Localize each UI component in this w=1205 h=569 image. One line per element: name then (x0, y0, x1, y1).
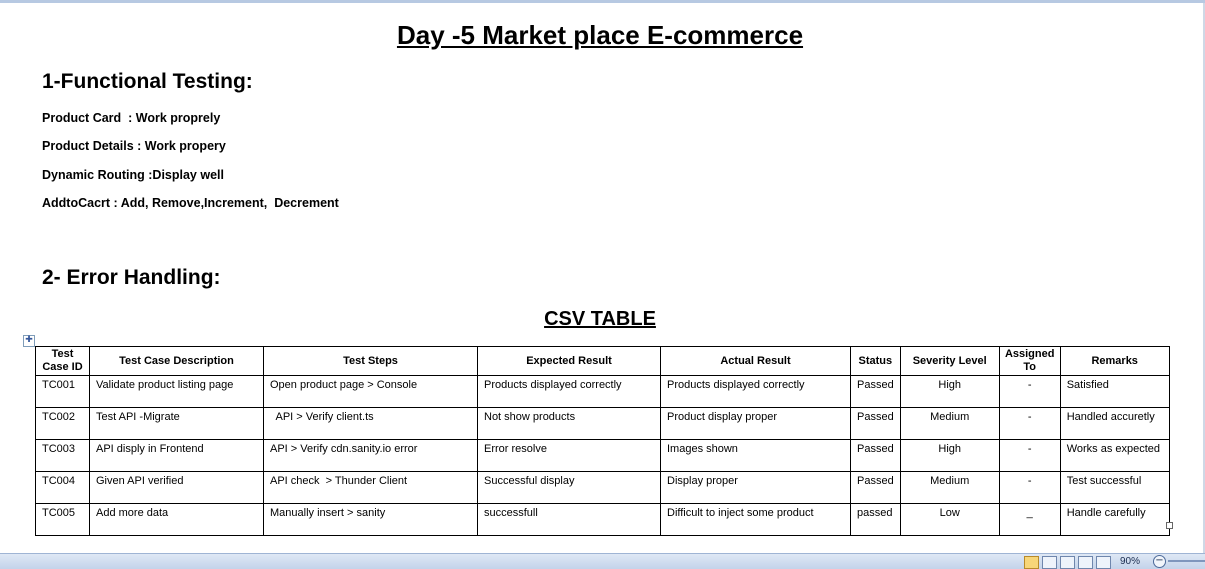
cell-actual-result: Products displayed correctly (660, 375, 851, 408)
cell-description: Validate product listing page (89, 375, 264, 408)
cell-assigned-to: - (998, 471, 1061, 504)
cell-test-case-id: TC002 (35, 407, 90, 440)
cell-test-steps: API check > Thunder Client (263, 471, 478, 504)
cell-expected-result: Not show products (477, 407, 661, 440)
column-header-severity: Severity Level (899, 346, 1000, 376)
table-row: TC004 Given API verified API check > Thu… (35, 471, 1170, 504)
print-layout-view-button[interactable] (1024, 556, 1039, 569)
window-top-border (0, 0, 1205, 3)
table-move-handle-icon[interactable]: ✚ (23, 335, 35, 347)
csv-test-table: Test Case ID Test Case Description Test … (35, 346, 1170, 536)
status-bar (0, 553, 1205, 569)
cell-expected-result: Error resolve (477, 439, 661, 472)
cell-test-steps: Manually insert > sanity (263, 503, 478, 536)
cell-description: API disply in Frontend (89, 439, 264, 472)
cell-description: Test API -Migrate (89, 407, 264, 440)
outline-view-button[interactable] (1078, 556, 1093, 569)
cell-actual-result: Product display proper (660, 407, 851, 440)
cell-test-steps: API > Verify cdn.sanity.io error (263, 439, 478, 472)
cell-expected-result: Successful display (477, 471, 661, 504)
cell-status: passed (850, 503, 901, 536)
table-row: TC005 Add more data Manually insert > sa… (35, 503, 1170, 536)
cell-actual-result: Display proper (660, 471, 851, 504)
cell-severity: Low (899, 503, 1000, 536)
zoom-out-minus-icon[interactable]: − (1153, 555, 1166, 568)
cell-assigned-to: - (998, 407, 1061, 440)
table-resize-handle[interactable] (1166, 522, 1173, 529)
cell-severity: Medium (899, 471, 1000, 504)
zoom-level[interactable]: 90% (1120, 556, 1141, 567)
table-row: TC001 Validate product listing page Open… (35, 375, 1170, 408)
cell-status: Passed (850, 375, 901, 408)
cell-description: Given API verified (89, 471, 264, 504)
column-header-expected-result: Expected Result (477, 346, 661, 376)
cell-severity: High (899, 375, 1000, 408)
table-header-row: Test Case ID Test Case Description Test … (35, 346, 1170, 376)
cell-actual-result: Images shown (660, 439, 851, 472)
page-edge (1203, 3, 1205, 553)
column-header-remarks: Remarks (1059, 346, 1170, 376)
zoom-slider[interactable] (1168, 560, 1205, 562)
web-layout-view-button[interactable] (1060, 556, 1075, 569)
column-header-actual-result: Actual Result (660, 346, 851, 376)
functional-line-product-details: Product Details : Work propery (42, 139, 226, 153)
draft-view-button[interactable] (1096, 556, 1111, 569)
column-header-assigned-to: Assigned To (998, 346, 1061, 376)
table-title: CSV TABLE (544, 308, 656, 330)
functional-line-dynamic-routing: Dynamic Routing :Display well (42, 168, 224, 182)
cell-remarks: Works as expected (1059, 439, 1170, 472)
cell-severity: High (899, 439, 1000, 472)
cell-description: Add more data (89, 503, 264, 536)
cell-assigned-to: - (998, 375, 1061, 408)
cell-actual-result: Difficult to inject some product (660, 503, 851, 536)
cell-expected-result: Products displayed correctly (477, 375, 661, 408)
table-row: TC003 API disply in Frontend API > Verif… (35, 439, 1170, 472)
full-screen-reading-view-button[interactable] (1042, 556, 1057, 569)
cell-assigned-to: _ (998, 503, 1061, 536)
cell-remarks: Handle carefully (1059, 503, 1170, 536)
cell-severity: Medium (899, 407, 1000, 440)
column-header-test-case-id: Test Case ID (35, 346, 90, 376)
cell-test-case-id: TC001 (35, 375, 90, 408)
column-header-test-steps: Test Steps (263, 346, 478, 376)
column-header-description: Test Case Description (89, 346, 264, 376)
cell-status: Passed (850, 439, 901, 472)
cell-remarks: Satisfied (1059, 375, 1170, 408)
cell-assigned-to: - (998, 439, 1061, 472)
section-heading-functional-testing: 1-Functional Testing: (42, 70, 253, 93)
section-heading-error-handling: 2- Error Handling: (42, 266, 221, 289)
document-title: Day -5 Market place E-commerce (396, 20, 804, 50)
cell-test-case-id: TC003 (35, 439, 90, 472)
table-row: TC002 Test API -Migrate API > Verify cli… (35, 407, 1170, 440)
functional-line-product-card: Product Card : Work proprely (42, 111, 221, 125)
cell-status: Passed (850, 471, 901, 504)
cell-test-steps: API > Verify client.ts (263, 407, 478, 440)
functional-line-add-to-cart: AddtoCacrt : Add, Remove,Increment, Decr… (42, 196, 339, 210)
cell-remarks: Handled accuretly (1059, 407, 1170, 440)
cell-test-steps: Open product page > Console (263, 375, 478, 408)
cell-test-case-id: TC005 (35, 503, 90, 536)
cell-status: Passed (850, 407, 901, 440)
cell-expected-result: successfull (477, 503, 661, 536)
cell-test-case-id: TC004 (35, 471, 90, 504)
cell-remarks: Test successful (1059, 471, 1170, 504)
column-header-status: Status (850, 346, 901, 376)
